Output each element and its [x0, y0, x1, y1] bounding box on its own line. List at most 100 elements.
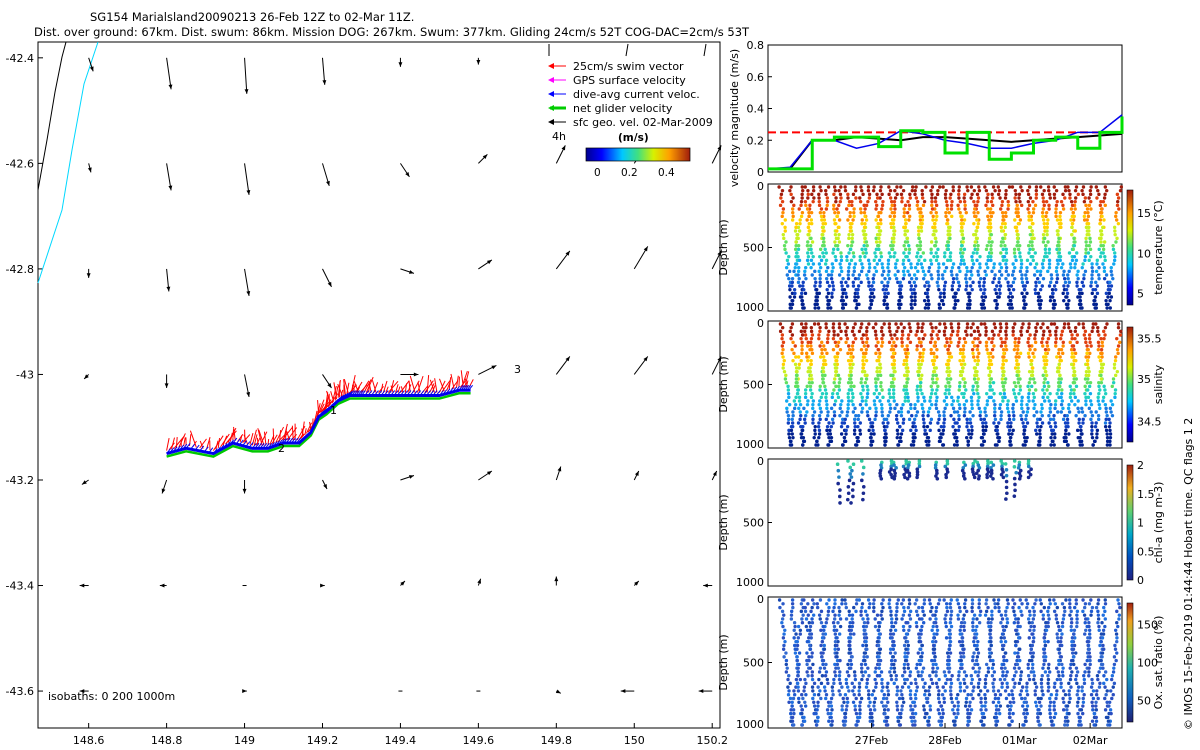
profile-point	[818, 326, 821, 329]
profile-point	[1114, 215, 1117, 218]
profile-point	[830, 292, 833, 295]
profile-point	[886, 682, 889, 685]
profile-point	[1017, 363, 1020, 366]
profile-point	[978, 262, 981, 265]
profile-point	[863, 207, 866, 210]
profile-point	[943, 333, 946, 336]
profile-point	[1106, 295, 1109, 298]
profile-point	[820, 207, 823, 210]
profile-point	[1046, 344, 1049, 347]
profile-point	[1043, 226, 1046, 229]
profile-point	[963, 682, 966, 685]
profile-point	[829, 712, 832, 715]
salinity-colorbar-tick: 35.5	[1137, 333, 1162, 346]
profile-point	[983, 281, 986, 284]
profile-point	[1000, 229, 1003, 232]
profile-point	[1062, 341, 1065, 344]
profile-point	[892, 640, 895, 643]
profile-point	[990, 617, 993, 620]
profile-point	[1053, 196, 1056, 199]
profile-point	[859, 185, 862, 188]
profile-point	[825, 621, 828, 624]
profile-point	[844, 712, 847, 715]
profile-point	[859, 421, 862, 424]
profile-point	[1039, 303, 1042, 306]
profile-point	[838, 414, 841, 417]
profile-point	[1030, 240, 1033, 243]
profile-point	[781, 355, 784, 358]
profile-point	[1057, 240, 1060, 243]
profile-point	[1056, 273, 1059, 276]
profile-point	[948, 666, 951, 669]
profile-point	[867, 281, 870, 284]
profile-point	[974, 366, 977, 369]
profile-point	[1074, 196, 1077, 199]
profile-point	[811, 407, 814, 410]
profile-point	[916, 670, 919, 673]
profile-point	[879, 185, 882, 188]
profile-point	[985, 674, 988, 677]
profile-point	[810, 651, 813, 654]
profile-point	[1026, 385, 1029, 388]
current-vector	[82, 480, 89, 485]
profile-point	[781, 215, 784, 218]
profile-point	[994, 299, 997, 302]
profile-point	[1067, 326, 1070, 329]
profile-point	[945, 266, 948, 269]
profile-point	[802, 281, 805, 284]
profile-point	[909, 610, 912, 613]
profile-point	[930, 200, 933, 203]
profile-point	[1112, 381, 1115, 384]
profile-point	[956, 330, 959, 333]
profile-point	[859, 381, 862, 384]
profile-point	[973, 244, 976, 247]
profile-point	[970, 193, 973, 196]
profile-point	[915, 255, 918, 258]
profile-point	[888, 410, 891, 413]
profile-point	[887, 602, 890, 605]
profile-point	[845, 259, 848, 262]
chl-point	[1005, 474, 1009, 478]
profile-point	[1113, 392, 1116, 395]
profile-point	[961, 644, 964, 647]
profile-point	[971, 610, 974, 613]
depth-ylabel: Depth (m)	[717, 494, 730, 550]
profile-point	[1100, 370, 1103, 373]
profile-point	[852, 385, 855, 388]
profile-point	[859, 610, 862, 613]
profile-point	[947, 352, 950, 355]
profile-point	[1013, 196, 1016, 199]
profile-point	[953, 306, 956, 309]
profile-point	[809, 370, 812, 373]
profile-point	[902, 277, 905, 280]
profile-point	[906, 640, 909, 643]
profile-point	[878, 674, 881, 677]
profile-point	[1100, 207, 1103, 210]
profile-point	[903, 348, 906, 351]
profile-point	[1119, 189, 1122, 192]
profile-point	[863, 629, 866, 632]
profile-point	[945, 606, 948, 609]
chl-point	[851, 495, 855, 499]
profile-point	[971, 322, 974, 325]
profile-point	[1048, 284, 1051, 287]
profile-point	[1071, 215, 1074, 218]
profile-point	[867, 189, 870, 192]
profile-point	[864, 610, 867, 613]
profile-point	[932, 625, 935, 628]
profile-point	[951, 288, 954, 291]
profile-point	[1062, 292, 1065, 295]
profile-point	[781, 333, 784, 336]
profile-point	[962, 237, 965, 240]
profile-point	[883, 436, 886, 439]
profile-point	[934, 610, 937, 613]
profile-point	[988, 648, 991, 651]
profile-point	[1003, 396, 1006, 399]
profile-point	[930, 193, 933, 196]
profile-point	[1043, 392, 1046, 395]
profile-point	[1006, 403, 1009, 406]
profile-point	[874, 385, 877, 388]
profile-point	[976, 326, 979, 329]
profile-point	[1117, 196, 1120, 199]
profile-point	[902, 244, 905, 247]
